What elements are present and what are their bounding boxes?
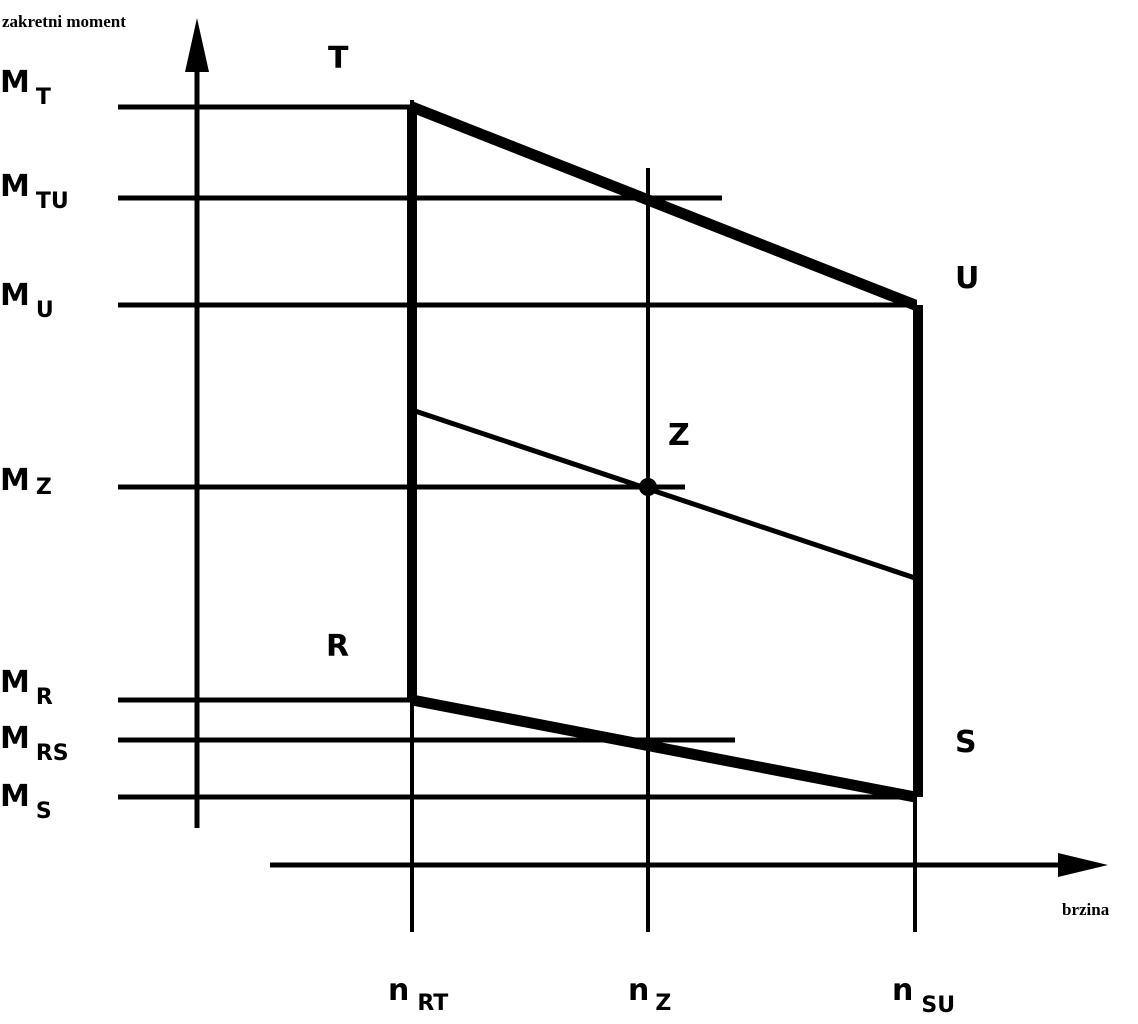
speed-label: n RT xyxy=(388,973,448,1016)
label-main: n xyxy=(388,973,409,1008)
x-axis-arrow xyxy=(1058,853,1108,877)
label-main: M xyxy=(0,65,30,100)
label-sub: RT xyxy=(417,991,448,1016)
point-label: S xyxy=(955,725,977,760)
operating-line xyxy=(411,407,916,581)
label-sub: S xyxy=(36,799,52,824)
torque-label: M RS xyxy=(0,721,69,766)
label-main: M xyxy=(0,721,30,756)
label-main: M xyxy=(0,169,30,204)
boundary-rs xyxy=(410,694,917,803)
x-axis-label: brzina xyxy=(1062,900,1110,919)
label-sub: R xyxy=(36,685,53,710)
label-main: n xyxy=(628,973,649,1008)
label-main: M xyxy=(0,779,30,814)
label-sub: SU xyxy=(921,993,955,1018)
y-axis-label: zakretni moment xyxy=(2,12,126,31)
label-main: n xyxy=(892,973,913,1008)
speed-label: n SU xyxy=(892,973,955,1018)
point-label: U xyxy=(955,261,979,296)
operating-point xyxy=(639,478,657,496)
label-main: M xyxy=(0,665,30,700)
label-sub: Z xyxy=(655,991,671,1016)
point-label: R xyxy=(326,629,349,664)
label-sub: RS xyxy=(36,741,69,766)
point-label: Z xyxy=(668,418,690,453)
y-axis-arrow xyxy=(185,18,209,72)
label-sub: U xyxy=(36,298,54,323)
label-sub: T xyxy=(36,85,51,110)
point-label: T xyxy=(328,41,349,76)
label-sub: TU xyxy=(36,189,69,214)
boundary-tu xyxy=(409,101,918,311)
torque-label: M TU xyxy=(0,169,69,214)
label-main: M xyxy=(0,463,30,498)
label-main: M xyxy=(0,278,30,313)
label-sub: Z xyxy=(36,475,52,500)
